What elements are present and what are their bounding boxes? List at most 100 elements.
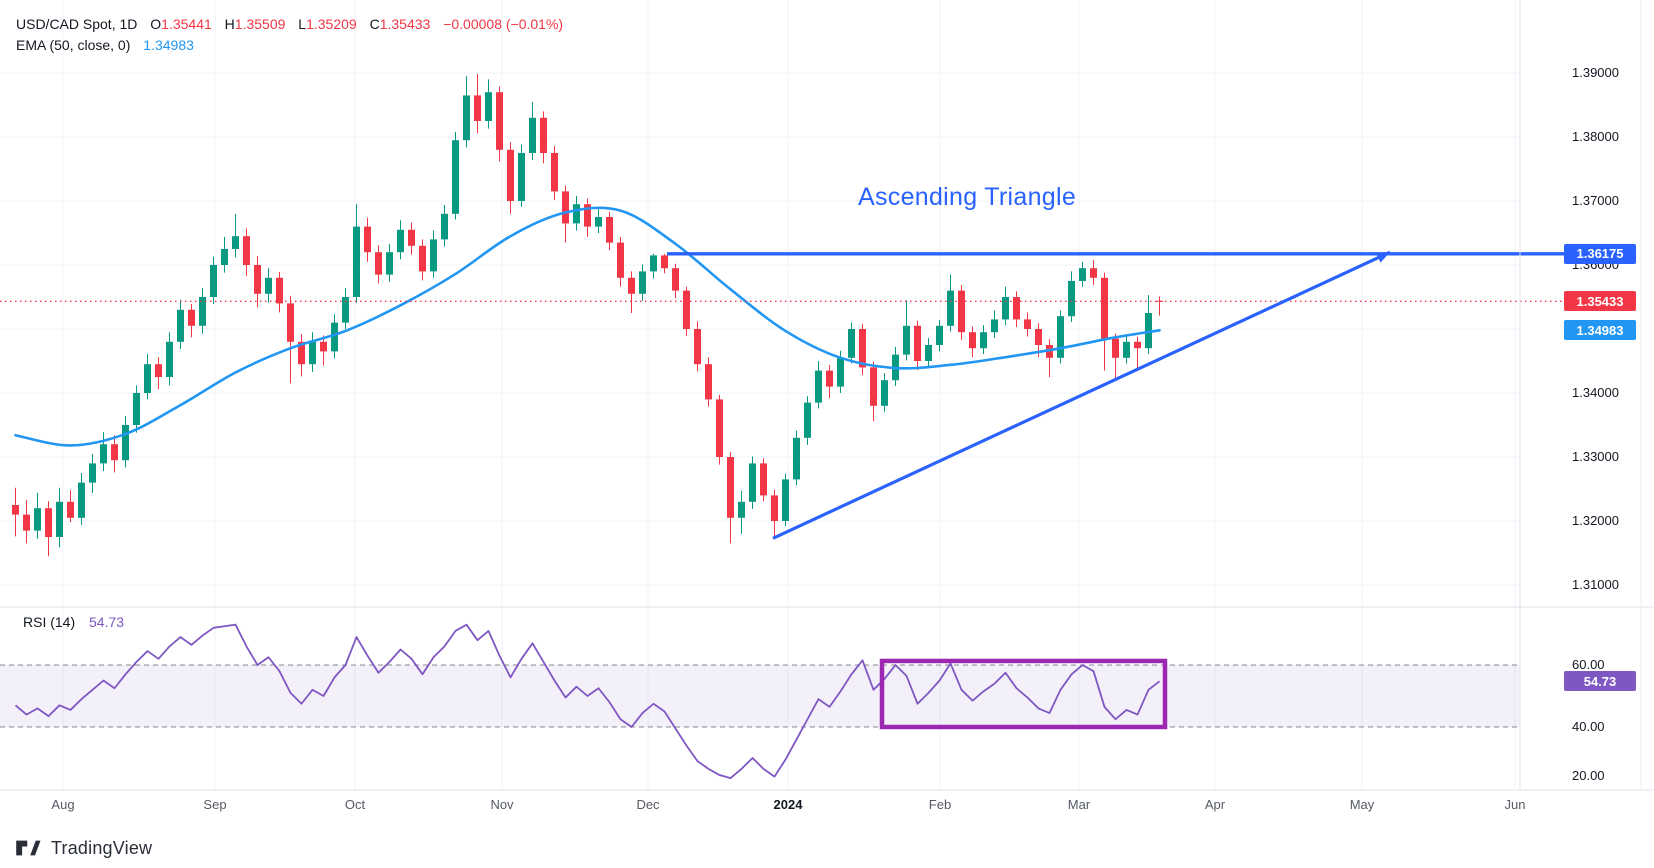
candle-up	[947, 290, 954, 326]
low-value: 1.35209	[306, 16, 357, 32]
time-axis-label: Nov	[490, 797, 514, 812]
time-axis-label: Aug	[51, 797, 75, 812]
ema-price-badge: 1.34983	[1564, 320, 1636, 341]
candle-down	[969, 332, 976, 349]
high-label: H	[224, 16, 235, 32]
candle-up	[650, 255, 657, 272]
candle-up	[353, 226, 360, 297]
ema-50-line	[14, 206, 1161, 447]
last-price-badge: 1.35433	[1564, 291, 1636, 312]
candle-down	[1134, 341, 1141, 349]
candle-up	[144, 364, 151, 393]
candle-up	[221, 249, 228, 265]
triangle-support-trendline[interactable]	[772, 250, 1391, 540]
candle-up	[78, 482, 85, 518]
symbol-title[interactable]: USD/CAD Spot, 1D	[16, 16, 138, 32]
candle-up	[133, 393, 140, 425]
time-axis-label: Sep	[203, 797, 227, 812]
candle-up	[991, 319, 998, 333]
candle-up	[595, 217, 602, 227]
candle-down	[254, 265, 261, 294]
time-axis-label: Oct	[344, 797, 366, 812]
candle-down	[23, 514, 30, 531]
tradingview-logo[interactable]: TradingView	[14, 836, 152, 860]
candle-up	[331, 322, 338, 352]
candle-up	[936, 325, 943, 345]
candle-down	[1013, 297, 1020, 320]
candle-down	[298, 341, 305, 365]
price-axis-label: 1.31000	[1572, 577, 1619, 592]
candle-down	[826, 370, 833, 387]
candle-down	[474, 95, 481, 121]
time-axis-label: Jun	[1504, 797, 1526, 812]
candle-down	[870, 367, 877, 406]
trendline-arrowhead	[1375, 252, 1390, 263]
candle-down	[419, 245, 426, 272]
candle-down	[320, 341, 327, 352]
candle-down	[12, 505, 19, 515]
legend-ema-row[interactable]: EMA (50, close, 0) 1.34983	[16, 35, 563, 56]
candle-up	[639, 271, 646, 294]
candle-up	[309, 341, 316, 365]
rsi-line	[14, 623, 1161, 780]
candle-down	[1156, 300, 1163, 302]
high-value: 1.35509	[234, 16, 286, 32]
time-axis-label: Dec	[636, 797, 660, 812]
ema-value: 1.34983	[143, 37, 194, 53]
candle-down	[507, 149, 514, 201]
tradingview-logo-icon	[16, 840, 41, 856]
candle-down	[45, 508, 52, 537]
candle-up	[980, 332, 987, 349]
candle-down	[287, 303, 294, 342]
time-axis-label: Apr	[1204, 797, 1226, 812]
rsi-band	[0, 665, 1520, 727]
candle-down	[276, 277, 283, 304]
candle-down	[1024, 319, 1031, 329]
price-axis-label: 1.39000	[1572, 65, 1619, 80]
chart-legend: USD/CAD Spot, 1D O1.35441 H1.35509 L1.35…	[16, 14, 563, 56]
ascending-triangle-annotation[interactable]: Ascending Triangle	[858, 183, 1077, 211]
candle-down	[188, 309, 195, 326]
rsi-axis-label: 20.00	[1572, 768, 1605, 783]
candle-up	[804, 402, 811, 438]
candle-up	[265, 277, 272, 294]
candle-up	[1002, 297, 1009, 320]
candle-up	[34, 508, 41, 531]
candle-down	[760, 463, 767, 496]
candle-up	[100, 444, 107, 464]
candle-up	[397, 229, 404, 253]
close-label: C	[369, 16, 380, 32]
candle-down	[67, 501, 74, 518]
rsi-highlight-rectangle[interactable]	[879, 658, 1168, 730]
candle-up	[386, 252, 393, 275]
price-axis-label: 1.33000	[1572, 449, 1619, 464]
candle-up	[1057, 316, 1064, 358]
price-axis-label: 1.38000	[1572, 129, 1619, 144]
candle-up	[925, 345, 932, 361]
candle-down	[243, 236, 250, 265]
close-value: 1.35433	[379, 16, 431, 32]
candle-down	[364, 226, 371, 253]
price-axis-label: 1.37000	[1572, 193, 1619, 208]
candle-up	[441, 213, 448, 240]
open-label: O	[150, 16, 162, 32]
tradingview-logo-text: TradingView	[51, 837, 153, 858]
low-label: L	[298, 16, 307, 32]
candle-down	[958, 290, 965, 333]
legend-symbol-row[interactable]: USD/CAD Spot, 1D O1.35441 H1.35509 L1.35…	[16, 14, 563, 35]
candle-up	[177, 309, 184, 342]
rsi-value: 54.73	[89, 614, 125, 630]
rsi-legend[interactable]: RSI (14) 54.73	[23, 614, 124, 630]
candle-up	[573, 204, 580, 224]
candle-down	[694, 329, 701, 365]
candle-down	[1101, 277, 1108, 339]
candle-down	[111, 444, 118, 461]
candle-up	[903, 325, 910, 355]
time-axis-label: Feb	[928, 797, 952, 812]
candle-up	[749, 463, 756, 502]
candle-down	[496, 92, 503, 150]
candle-up	[210, 265, 217, 297]
candle-up	[463, 95, 470, 141]
